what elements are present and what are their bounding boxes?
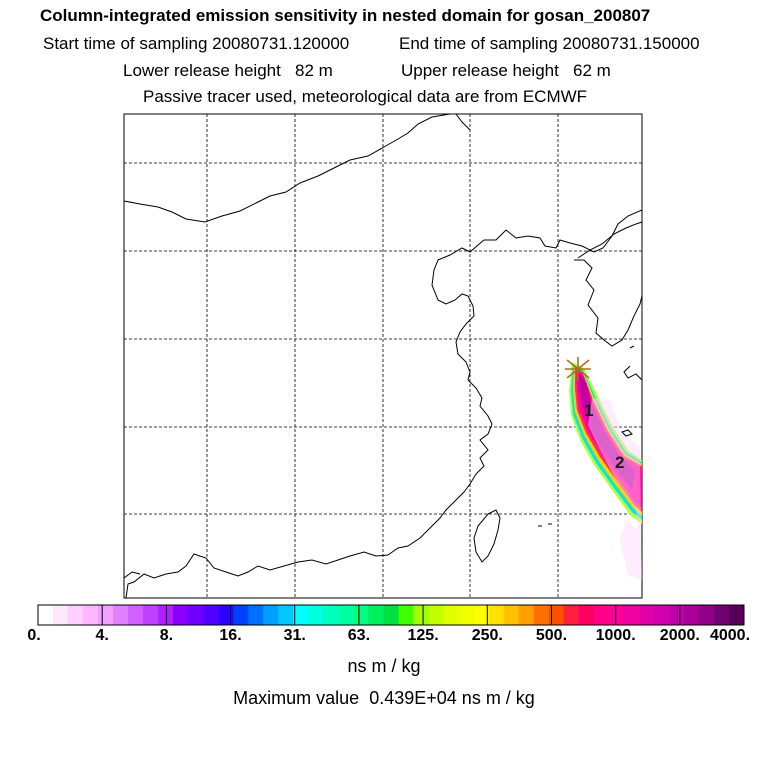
colorbar-swatch	[668, 605, 685, 625]
colorbar-tick-label: 500.	[535, 627, 568, 644]
colorbar-swatch	[113, 605, 129, 625]
colorbar-swatch	[593, 605, 610, 625]
colorbar-tick-label: 16.	[219, 627, 242, 644]
colorbar-swatch	[128, 605, 144, 625]
colorbar-swatch	[503, 605, 520, 625]
small-islands	[538, 345, 635, 527]
colorbar-swatch	[443, 605, 460, 625]
hainan-coast	[123, 571, 141, 579]
colorbar-swatch	[293, 605, 309, 625]
end-time: End time of sampling 20080731.150000	[399, 34, 700, 53]
colorbar-units: ns m / kg	[347, 656, 421, 676]
colorbar-swatch	[368, 605, 384, 625]
colorbar-swatch	[548, 605, 565, 625]
colorbar-swatch	[458, 605, 475, 625]
plot-title: Column-integrated emission sensitivity i…	[40, 6, 651, 25]
colorbar-swatch	[188, 605, 204, 625]
coastline-korea-peninsula	[574, 259, 643, 347]
coastline-north-east	[455, 113, 471, 131]
colorbar-swatch	[248, 605, 264, 625]
colorbar	[38, 605, 745, 625]
colorbar-swatch	[563, 605, 580, 625]
receptor-star-icon	[565, 357, 591, 381]
colorbar-swatch	[263, 605, 279, 625]
upper-release-height: Upper release height 62 m	[401, 61, 611, 80]
colorbar-tick-label: 4000.	[709, 627, 751, 644]
colorbar-tick-label: 4.	[95, 627, 109, 644]
colorbar-swatch	[53, 605, 69, 625]
colorbar-swatch	[473, 605, 490, 625]
colorbar-tick-label: 250.	[471, 627, 503, 644]
colorbar-swatch	[518, 605, 535, 625]
colorbar-swatch	[488, 605, 505, 625]
colorbar-swatch	[623, 605, 640, 625]
colorbar-swatch	[353, 605, 369, 625]
plume-maximum	[578, 372, 635, 490]
jeju-island	[621, 429, 633, 437]
colorbar-swatch	[428, 605, 445, 625]
colorbar-frame	[37, 604, 745, 626]
plume-marker-1: 1	[584, 401, 593, 420]
colorbar-swatch	[278, 605, 294, 625]
plume-marker-2: 2	[615, 453, 624, 472]
colorbar-tick-label: 125.	[407, 627, 439, 644]
coastline-korea-north	[577, 221, 643, 259]
colorbar-swatch	[338, 605, 354, 625]
colorbar-swatch	[398, 605, 415, 625]
colorbar-swatch	[383, 605, 400, 625]
coastline-korea	[431, 209, 643, 425]
subtitle: Passive tracer used, meteorological data…	[143, 87, 588, 106]
colorbar-tick-label: 8.	[159, 627, 174, 644]
colorbar-swatch	[83, 605, 99, 625]
start-time: Start time of sampling 20080731.120000	[43, 34, 350, 53]
emission-plume	[569, 362, 642, 580]
colorbar-tick-label: 31.	[283, 627, 306, 644]
taiwan-island	[473, 509, 501, 563]
colorbar-swatch	[98, 605, 114, 625]
grid-lines	[124, 114, 642, 598]
colorbar-swatch	[68, 605, 84, 625]
lower-release-height: Lower release height 82 m	[123, 61, 333, 80]
colorbar-swatch	[38, 605, 54, 625]
colorbar-tick-label: 63.	[347, 627, 371, 644]
colorbar-swatch	[143, 605, 159, 625]
colorbar-swatch	[203, 605, 219, 625]
colorbar-swatch	[308, 605, 324, 625]
colorbar-swatch	[653, 605, 670, 625]
coastlines	[123, 113, 643, 599]
colorbar-swatch	[638, 605, 655, 625]
coastline-north	[123, 113, 451, 223]
plume-haze	[588, 398, 642, 580]
colorbar-swatch	[698, 605, 715, 625]
colorbar-swatch	[713, 605, 730, 625]
colorbar-swatch	[218, 605, 234, 625]
maximum-value: Maximum value 0.439E+04 ns m / kg	[233, 688, 535, 708]
colorbar-swatch	[323, 605, 339, 625]
colorbar-swatch	[533, 605, 550, 625]
colorbar-swatch	[728, 605, 745, 625]
colorbar-tick-label: 1000.	[595, 627, 636, 644]
japan-coast	[623, 365, 643, 381]
colorbar-swatch	[173, 605, 189, 625]
colorbar-swatch	[683, 605, 700, 625]
coastline-china-east	[125, 423, 493, 599]
colorbar-swatch	[608, 605, 625, 625]
colorbar-swatch	[413, 605, 430, 625]
colorbar-tick-label: 2000.	[659, 627, 700, 644]
colorbar-swatch	[578, 605, 595, 625]
colorbar-swatch	[233, 605, 249, 625]
colorbar-tick-label: 0.	[27, 627, 41, 644]
